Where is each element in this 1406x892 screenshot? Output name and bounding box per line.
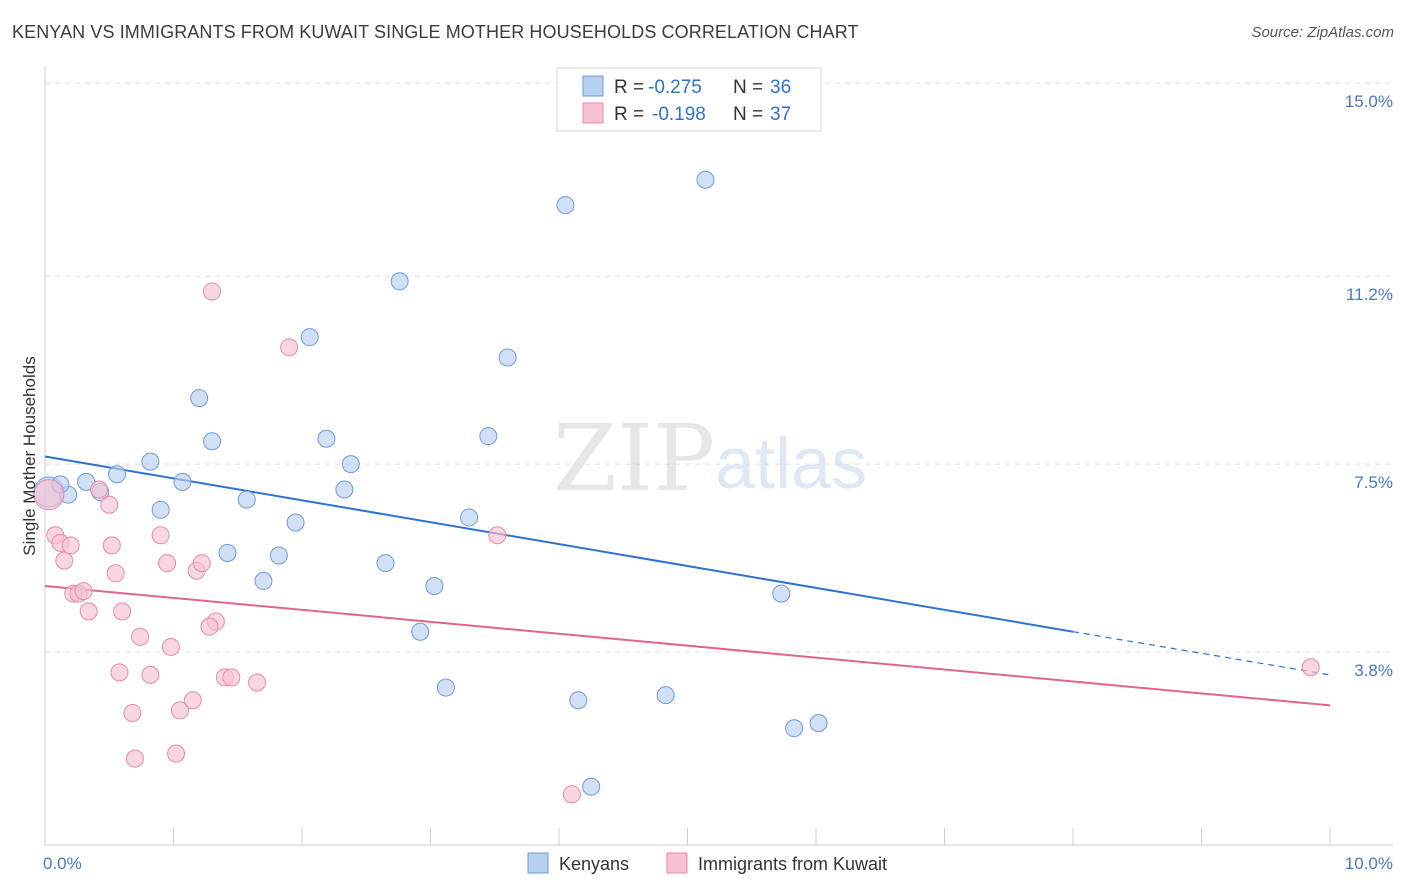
data-point <box>498 348 517 367</box>
data-point <box>341 455 360 474</box>
data-point <box>173 472 192 491</box>
trend-lines <box>44 455 1331 707</box>
data-point <box>300 328 319 347</box>
data-point <box>772 584 791 603</box>
data-point <box>425 577 444 595</box>
stats-n-label-2: N = <box>733 104 763 125</box>
trend-line <box>44 455 1074 633</box>
legend-label-kenyans: Kenyans <box>559 854 629 874</box>
data-point <box>110 663 129 682</box>
watermark: ZIP atlas <box>553 405 867 512</box>
watermark-atlas: atlas <box>715 424 867 504</box>
data-point <box>436 678 455 697</box>
stats-legend: R = -0.275 N = 36 R = -0.198 N = 37 <box>556 67 822 132</box>
data-point <box>200 617 219 636</box>
grid-lines <box>45 82 1393 653</box>
data-point <box>89 480 108 499</box>
data-point <box>100 495 119 514</box>
stats-n-label-1: N = <box>733 77 763 98</box>
data-point <box>335 480 354 499</box>
data-point <box>569 691 588 710</box>
data-point <box>237 490 256 509</box>
data-point <box>107 465 126 484</box>
data-point <box>123 703 142 722</box>
chart-source: Source: ZipAtlas.com <box>1251 24 1394 41</box>
data-point <box>222 668 241 687</box>
data-point <box>151 526 170 545</box>
data-point <box>488 526 507 545</box>
data-point <box>556 196 575 215</box>
chart-title: KENYAN VS IMMIGRANTS FROM KUWAIT SINGLE … <box>12 22 859 42</box>
data-point <box>79 602 98 621</box>
data-point <box>190 389 209 408</box>
data-point <box>785 719 804 738</box>
data-point <box>61 536 80 555</box>
data-point <box>203 432 222 451</box>
stats-r-label-1: R = <box>614 77 644 98</box>
data-points <box>33 170 1320 804</box>
data-point <box>183 691 202 710</box>
trend-line <box>44 585 1331 707</box>
data-point <box>170 701 189 720</box>
data-point <box>562 785 581 804</box>
data-point <box>158 554 177 573</box>
data-point <box>248 673 267 692</box>
data-point <box>141 665 160 684</box>
axes <box>44 67 1393 846</box>
watermark-zip: ZIP <box>553 405 715 512</box>
data-point <box>203 282 222 301</box>
legend-swatch-kenyans <box>527 852 549 874</box>
data-point <box>151 500 170 519</box>
data-point <box>696 170 715 189</box>
data-point <box>192 554 211 573</box>
data-point <box>582 777 601 796</box>
stats-r-value-1: -0.275 <box>648 77 702 98</box>
y-axis-label: Single Mother Households <box>20 356 39 555</box>
data-point <box>411 622 430 641</box>
data-point <box>460 508 479 527</box>
data-point <box>479 427 498 446</box>
stats-swatch-kenyans <box>582 75 604 97</box>
data-point <box>317 429 336 448</box>
data-point <box>141 452 160 471</box>
data-point <box>280 338 299 357</box>
series-legend: Kenyans Immigrants from Kuwait <box>527 852 887 874</box>
data-point <box>376 554 395 573</box>
data-point <box>167 744 186 763</box>
data-point <box>131 627 150 646</box>
y-tick-label: 7.5% <box>1354 473 1393 492</box>
data-point <box>1301 658 1320 677</box>
stats-swatch-kuwait <box>582 102 604 124</box>
legend-label-kuwait: Immigrants from Kuwait <box>698 854 887 874</box>
y-tick-label: 3.8% <box>1354 661 1393 680</box>
data-point <box>113 602 132 621</box>
data-point <box>269 546 288 565</box>
x-tick-label-min: 0.0% <box>43 854 82 873</box>
data-point <box>809 714 828 733</box>
data-point <box>161 637 180 656</box>
y-tick-labels: 3.8% 7.5% 11.2% 15.0% <box>1345 92 1393 680</box>
y-tick-label: 15.0% <box>1345 92 1393 111</box>
data-point <box>254 571 273 590</box>
data-point <box>102 536 121 555</box>
data-point <box>55 551 74 570</box>
data-point <box>390 272 409 291</box>
data-point <box>218 543 237 562</box>
stats-r-value-2: -0.198 <box>652 104 706 125</box>
trend-line-extension <box>1072 631 1331 676</box>
data-point <box>33 479 65 511</box>
y-tick-label: 11.2% <box>1346 285 1393 304</box>
stats-n-value-2: 37 <box>770 104 791 125</box>
stats-r-label-2: R = <box>614 104 644 125</box>
data-point <box>74 582 93 601</box>
data-point <box>656 686 675 705</box>
data-point <box>125 749 144 768</box>
x-tick-marks <box>173 828 1331 845</box>
legend-swatch-kuwait <box>666 852 688 874</box>
data-point <box>286 513 305 532</box>
stats-n-value-1: 36 <box>770 77 791 98</box>
data-point <box>106 564 125 583</box>
x-tick-label-max: 10.0% <box>1345 854 1393 873</box>
